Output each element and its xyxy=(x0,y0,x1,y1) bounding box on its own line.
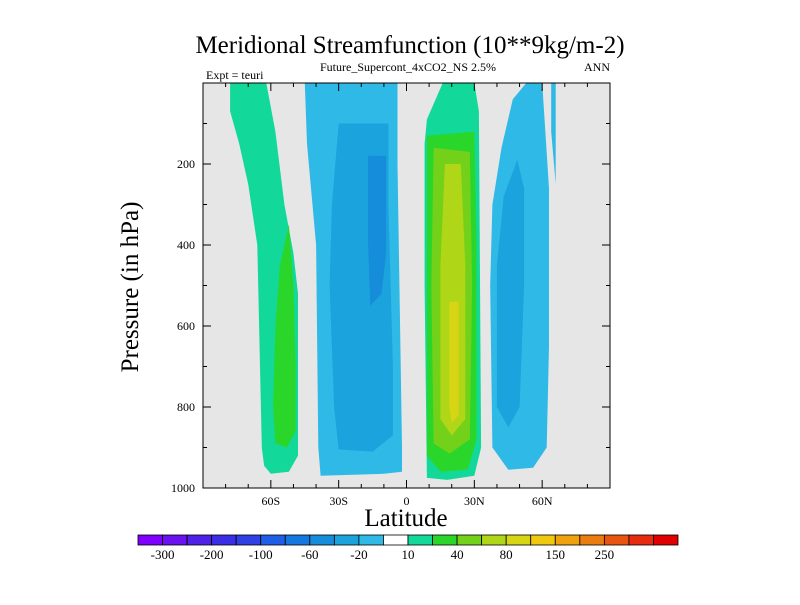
colorbar-tick-label: 250 xyxy=(595,547,615,562)
x-axis-label: Latitude xyxy=(364,505,447,532)
colorbar-tick-label: -100 xyxy=(249,547,273,562)
colorbar-tick-label: 80 xyxy=(500,547,513,562)
contour-sliver-60n xyxy=(551,83,556,185)
colorbar-tick-label: -200 xyxy=(200,547,224,562)
colorbar-swatch xyxy=(432,534,458,546)
colorbar-swatch xyxy=(358,534,384,546)
colorbar-swatch xyxy=(603,534,630,546)
x-tick-label: 0 xyxy=(404,494,410,508)
chart-subtitle: Future_Supercont_4xCO2_NS 2.5% xyxy=(320,60,496,74)
colorbar-swatch xyxy=(579,534,605,546)
y-axis-label: Pressure (in hPa) xyxy=(117,202,144,373)
season-label: ANN xyxy=(584,60,610,74)
y-tick-label: 1000 xyxy=(171,481,195,495)
x-tick-label: 30N xyxy=(464,494,485,508)
colorbar-swatch xyxy=(505,534,532,546)
y-tick-label: 600 xyxy=(177,319,195,333)
colorbar-swatch xyxy=(481,534,507,546)
contour-band-30n-l4 xyxy=(440,164,466,436)
contour-band-60s-inner xyxy=(273,224,296,448)
colorbar-swatch xyxy=(456,534,483,546)
contour-band-30s-inner xyxy=(368,155,387,306)
colorbar-tick-label: 10 xyxy=(402,547,415,562)
colorbar-tick-label: -20 xyxy=(350,547,367,562)
x-tick-label: 30S xyxy=(329,494,348,508)
y-tick-label: 400 xyxy=(177,238,195,252)
colorbar-swatch xyxy=(407,534,433,546)
x-tick-label: 60S xyxy=(261,494,280,508)
colorbar-swatch xyxy=(653,534,679,546)
y-tick-label: 800 xyxy=(177,400,195,414)
axis-layer: 60S 30S 0 30N 60N 200 400 600 800 1000 xyxy=(171,82,611,508)
colorbar-swatch xyxy=(235,534,262,546)
y-tick-label: 200 xyxy=(177,157,195,171)
colorbar-swatch xyxy=(383,534,409,546)
colorbar-swatch xyxy=(333,534,360,546)
colorbar-swatch xyxy=(530,534,556,546)
colorbar-tick-label: 40 xyxy=(451,547,464,562)
colorbar: -300 -200 -100 -60 -20 10 40 80 150 250 xyxy=(137,534,679,562)
colorbar-swatch xyxy=(162,534,188,546)
contour-layer xyxy=(230,83,556,480)
colorbar-swatch xyxy=(628,534,654,546)
colorbar-swatch xyxy=(186,534,213,546)
contour-band-30n-l5 xyxy=(449,301,459,424)
colorbar-swatch xyxy=(211,534,237,546)
colorbar-tick-label: -300 xyxy=(151,547,175,562)
contour-band-60n-inner xyxy=(496,159,525,428)
experiment-label: Expt = teuri xyxy=(206,68,264,82)
colorbar-swatch xyxy=(309,534,335,546)
colorbar-tick-label: 150 xyxy=(546,547,566,562)
x-tick-label: 60N xyxy=(532,494,553,508)
colorbar-swatch xyxy=(137,534,163,546)
colorbar-swatch xyxy=(260,534,286,546)
colorbar-swatch xyxy=(284,534,311,546)
colorbar-swatch xyxy=(554,534,581,546)
colorbar-tick-label: -60 xyxy=(301,547,318,562)
chart-title: Meridional Streamfunction (10**9kg/m-2) xyxy=(195,32,624,59)
